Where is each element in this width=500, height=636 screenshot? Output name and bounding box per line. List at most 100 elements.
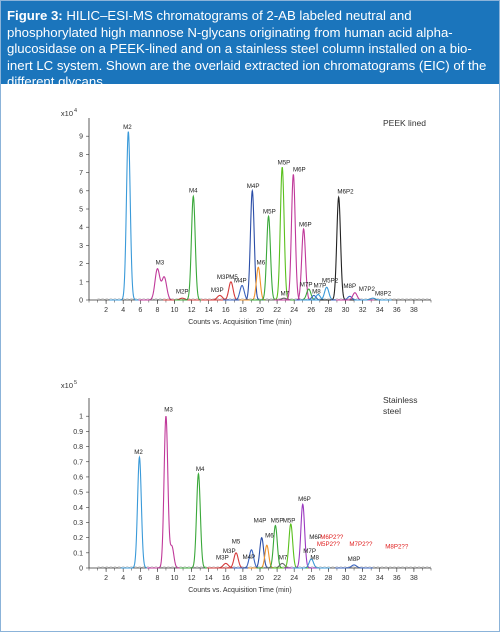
figure-caption-text: HILIC–ESI-MS chromatograms of 2-AB label… [7, 8, 487, 89]
x-tick-label: 36 [393, 575, 401, 582]
peak-label: M8P [348, 556, 361, 563]
peak-label: M3 [164, 407, 173, 414]
peak-label: M8 [310, 555, 319, 562]
chart-2: x10 500.10.20.30.40.50.60.70.80.912 4 6 8 10 1… [61, 380, 432, 594]
x-tick-label: 16 [222, 307, 230, 314]
y-tick-label: 1 [79, 414, 83, 421]
x-tick-label: 24 [290, 575, 298, 582]
peak-trace-m3 [147, 415, 185, 569]
x-tick-label: 20 [256, 307, 264, 314]
x-tick-label: 36 [393, 307, 401, 314]
x-axis-label: Counts vs. Acquisition Time (min) [188, 319, 291, 326]
y-tick-label: 0.5 [73, 490, 83, 497]
peak-label: M2P [176, 289, 189, 296]
peak-label: M4P [243, 554, 256, 561]
unconfirmed-peak-label: M5P2?? [317, 541, 341, 548]
x-tick-label: 2 [104, 575, 108, 582]
peak-label: M6P [299, 221, 312, 228]
peak-label: M3P [216, 555, 229, 562]
peak-trace-m2 [120, 455, 159, 569]
x-tick-label: 12 [188, 575, 196, 582]
x-tick-label: 28 [325, 575, 333, 582]
peak-label: M7 [280, 290, 289, 297]
x-tick-label: 30 [342, 307, 350, 314]
peak-label: M3P [211, 287, 224, 294]
peak-label: M8P [343, 283, 356, 290]
x-tick-label: 32 [359, 307, 367, 314]
chart-title-line: Stainless [383, 395, 418, 405]
x-tick-label: 28 [325, 307, 333, 314]
x-tick-label: 32 [359, 575, 367, 582]
y-tick-label: 0 [79, 298, 83, 305]
peak-trace-m8p [335, 564, 373, 569]
peak-trace-m4 [174, 194, 213, 301]
x-tick-label: 22 [273, 575, 281, 582]
y-tick-label: 4 [79, 225, 83, 232]
y-tick-label: 5 [79, 207, 83, 214]
x-tick-label: 24 [290, 307, 298, 314]
y-tick-label: 0 [79, 566, 83, 573]
x-tick-label: 30 [342, 575, 350, 582]
x-tick-label: 14 [205, 575, 213, 582]
x-tick-label: 34 [376, 575, 384, 582]
y-tick-label: 1 [79, 279, 83, 286]
peak-label: M5P [271, 517, 284, 524]
y-tick-label: 0.1 [73, 550, 83, 557]
peak-trace-m4p [242, 536, 281, 569]
x-tick-label: 38 [410, 307, 418, 314]
peak-label: M7P [313, 282, 326, 289]
peak-label: M3P [223, 548, 236, 555]
x-tick-label: 8 [155, 307, 159, 314]
figure-caption: Figure 3: HILIC–ESI-MS chromatograms of … [1, 1, 499, 89]
peak-trace-m6p2 [319, 195, 358, 301]
peak-label: M6P2 [337, 189, 354, 196]
y-tick-label: 0.2 [73, 535, 83, 542]
chart-title: PEEK lined [383, 118, 426, 128]
unconfirmed-peak-label: M8P2?? [385, 543, 409, 550]
peak-trace-m2p [163, 297, 201, 301]
peak-label: M5P [283, 517, 296, 524]
y-tick-label: 0.8 [73, 444, 83, 451]
x-tick-label: 18 [239, 307, 247, 314]
x-tick-label: 14 [205, 307, 213, 314]
peak-label: M6 [257, 260, 266, 267]
peak-label: M3 [156, 260, 165, 267]
peak-label: M4P [234, 278, 247, 285]
x-tick-label: 38 [410, 575, 418, 582]
peak-label: M8 [312, 289, 321, 296]
peak-label: M6P [309, 534, 322, 541]
y-tick-label: 9 [79, 134, 83, 141]
x-tick-label: 18 [239, 575, 247, 582]
unconfirmed-peak-label: M7P2?? [349, 541, 373, 548]
x-tick-label: 26 [307, 307, 315, 314]
peak-label: M6P [293, 167, 306, 174]
x-tick-label: 6 [138, 575, 142, 582]
x-tick-label: 10 [171, 575, 179, 582]
peak-trace-m3p [206, 562, 245, 569]
peak-label: M7P [300, 281, 313, 288]
peak-label: M3P [217, 274, 230, 281]
y-tick-label: 2 [79, 261, 83, 268]
y-multiplier: x10 [61, 109, 73, 118]
peak-label: M7P [303, 548, 316, 555]
peak-label: M6P [298, 496, 311, 503]
x-tick-label: 6 [138, 307, 142, 314]
peak-label: M4 [196, 466, 205, 473]
peak-label: M5P [263, 209, 276, 216]
peak-label: M7 [279, 555, 288, 562]
peak-label: M2 [123, 124, 132, 131]
y-tick-label: 8 [79, 152, 83, 159]
peak-trace-m2 [109, 131, 148, 301]
baseline-trace [97, 298, 432, 300]
x-tick-label: 20 [256, 575, 264, 582]
peak-trace-m8p2 [354, 297, 392, 301]
x-tick-label: 26 [307, 575, 315, 582]
x-tick-label: 12 [188, 307, 196, 314]
x-tick-label: 10 [171, 307, 179, 314]
x-tick-label: 8 [155, 575, 159, 582]
x-tick-label: 16 [222, 575, 230, 582]
peak-label: M5 [229, 274, 238, 281]
peak-label: M4 [189, 188, 198, 195]
